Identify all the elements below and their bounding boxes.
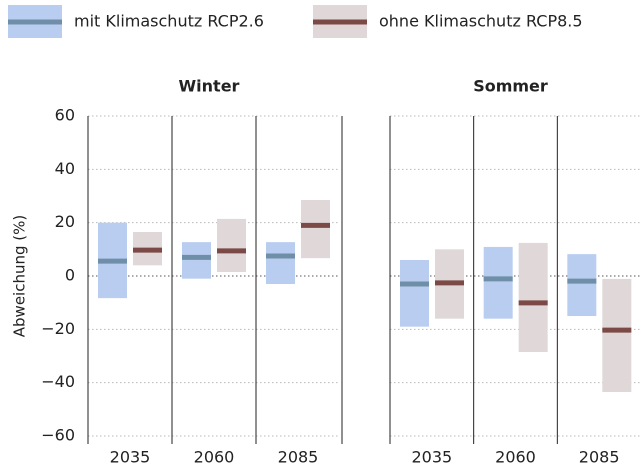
x-tick-label: 2035 <box>110 448 151 467</box>
legend-label: ohne Klimaschutz RCP8.5 <box>379 12 583 31</box>
range-box <box>217 218 246 272</box>
range-box <box>266 242 295 284</box>
x-tick-label: 2035 <box>411 448 452 467</box>
panel-title: Winter <box>179 77 240 96</box>
range-box <box>518 242 548 352</box>
y-tick-label: −60 <box>41 426 75 445</box>
x-tick-label: 2085 <box>278 448 319 467</box>
x-tick-label: 2060 <box>194 448 235 467</box>
y-tick-label: 60 <box>55 106 75 125</box>
y-tick-label: −20 <box>41 319 75 338</box>
panel-title: Sommer <box>473 77 548 96</box>
legend-label: mit Klimaschutz RCP2.6 <box>74 12 264 31</box>
y-axis-label: Abweichung (%) <box>11 215 29 337</box>
range-box <box>301 200 330 259</box>
x-tick-label: 2060 <box>495 448 536 467</box>
y-tick-label: 40 <box>55 159 75 178</box>
y-tick-label: 0 <box>65 266 75 285</box>
range-box <box>602 278 632 392</box>
range-box <box>182 242 211 279</box>
range-box <box>400 260 429 327</box>
range-box <box>483 246 513 319</box>
x-tick-label: 2085 <box>579 448 620 467</box>
y-tick-label: 20 <box>55 212 75 231</box>
range-box <box>567 254 597 316</box>
y-tick-label: −40 <box>41 372 75 391</box>
